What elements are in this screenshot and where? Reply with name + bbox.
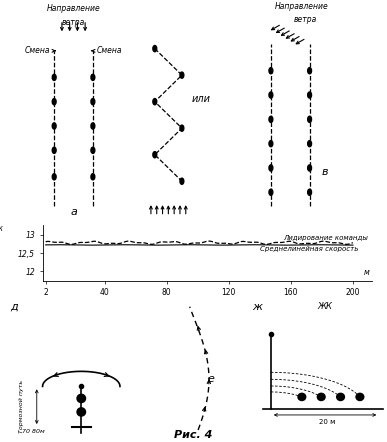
Text: ж: ж [252,302,262,312]
Text: Смена: Смена [25,46,50,55]
Ellipse shape [180,72,184,78]
Text: Смена: Смена [97,46,122,55]
Ellipse shape [52,147,56,153]
Ellipse shape [52,123,56,129]
Ellipse shape [269,116,273,122]
Text: ЖК: ЖК [318,302,332,311]
Ellipse shape [269,189,273,195]
Ellipse shape [269,68,273,74]
Ellipse shape [52,174,56,180]
Text: Рис. 4: Рис. 4 [174,430,213,440]
Text: Тормозной путь: Тормозной путь [19,380,24,433]
Ellipse shape [269,165,273,171]
Ellipse shape [91,123,95,129]
Text: Направление: Направление [142,228,195,236]
Ellipse shape [180,178,184,184]
Ellipse shape [153,152,157,158]
Ellipse shape [308,68,312,74]
Text: б: б [165,249,172,259]
Text: Направление: Направление [275,2,329,11]
Text: м/сек: м/сек [0,224,4,233]
Text: 20 м: 20 м [319,419,335,426]
Text: 70 80м: 70 80м [22,429,44,434]
Text: в: в [321,168,328,177]
Text: Среднелинейная скорость: Среднелинейная скорость [260,247,358,252]
Ellipse shape [308,116,312,122]
Text: м: м [364,268,370,277]
Text: е: е [207,374,214,384]
Ellipse shape [52,99,56,105]
Text: Направление: Направление [47,4,100,13]
Text: а: а [70,207,77,217]
Ellipse shape [91,74,95,80]
Ellipse shape [317,393,325,400]
Text: ветра: ветра [176,241,199,250]
Text: Лидирование команды: Лидирование команды [283,235,368,241]
Ellipse shape [77,408,86,416]
Ellipse shape [91,99,95,105]
Text: ветра: ветра [62,18,85,27]
Ellipse shape [269,141,273,147]
Ellipse shape [269,92,273,98]
Ellipse shape [91,174,95,180]
Ellipse shape [77,394,86,403]
Ellipse shape [153,99,157,105]
Ellipse shape [308,165,312,171]
Ellipse shape [91,147,95,153]
Ellipse shape [308,92,312,98]
Text: д: д [10,302,17,312]
Ellipse shape [356,393,364,400]
Ellipse shape [153,46,157,52]
Text: или: или [192,95,211,104]
Ellipse shape [308,189,312,195]
Ellipse shape [52,74,56,80]
Ellipse shape [298,393,306,400]
Ellipse shape [180,125,184,131]
Ellipse shape [337,393,344,400]
Text: ветра: ветра [294,15,317,24]
Ellipse shape [308,141,312,147]
